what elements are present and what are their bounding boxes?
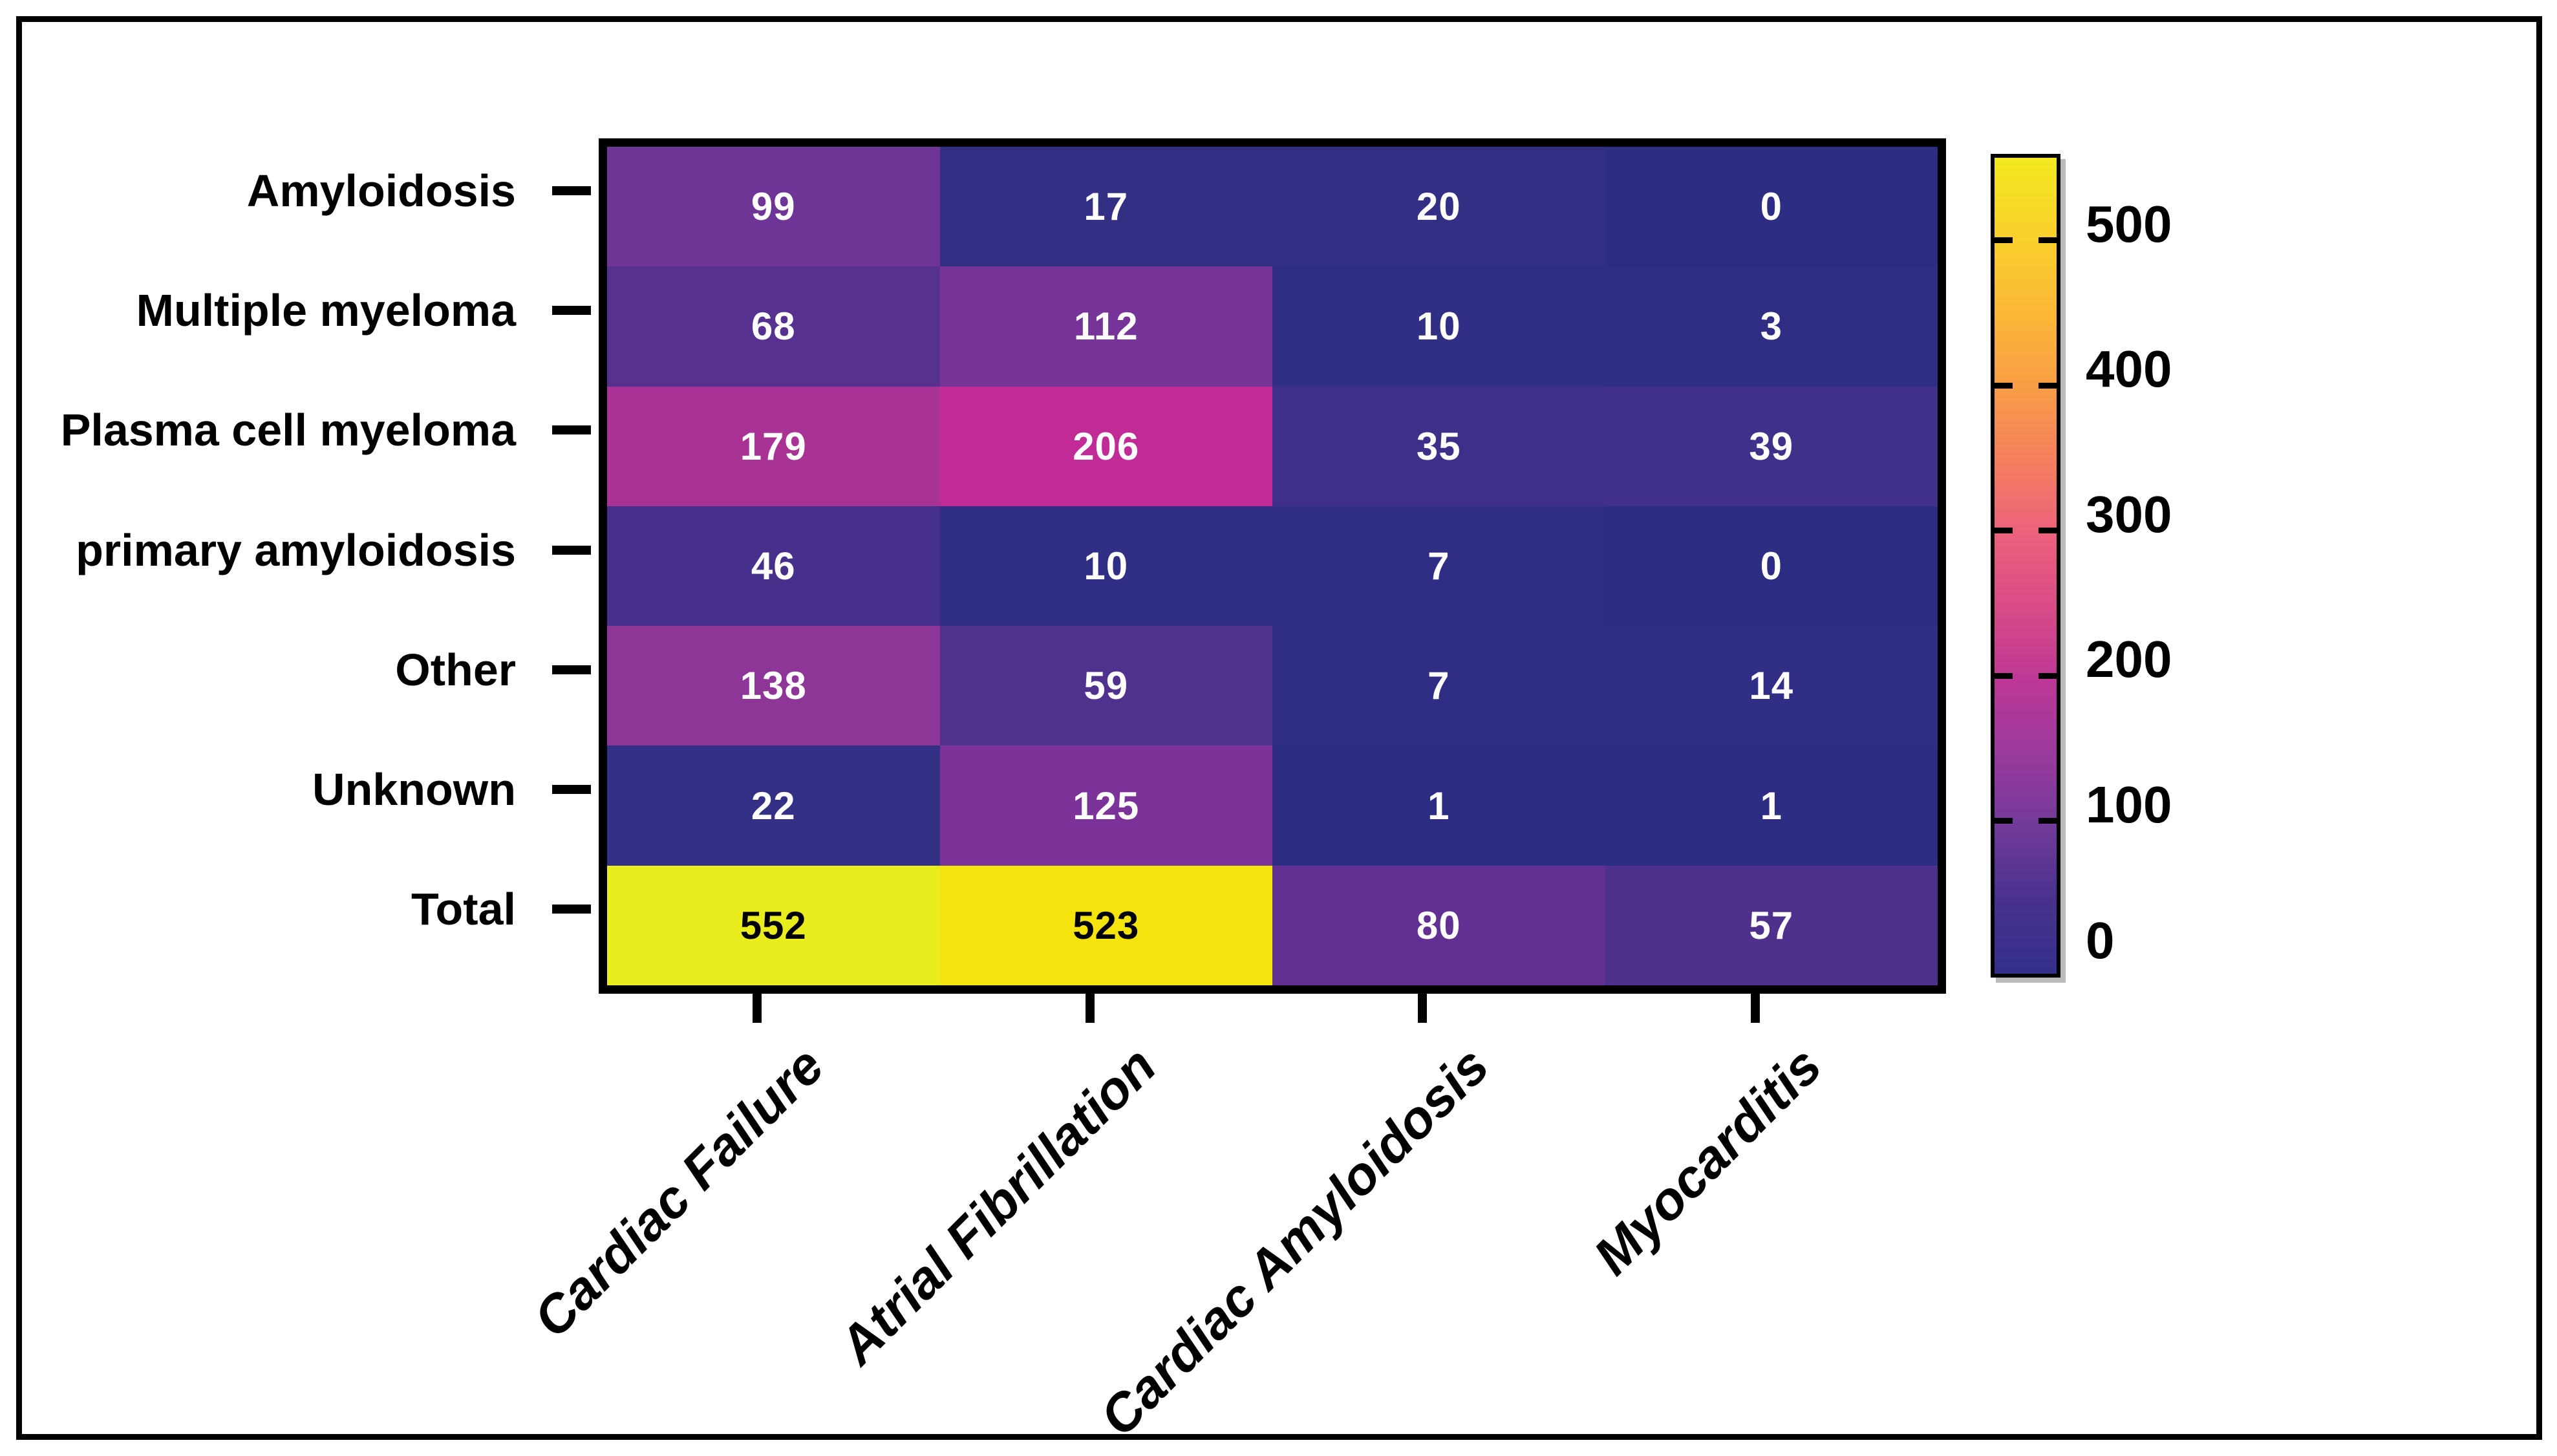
heatmap-cell: 523 [939, 865, 1272, 985]
heatmap-cell: 112 [939, 266, 1272, 387]
cell-value: 523 [1073, 903, 1140, 947]
column-axis-tick [1750, 985, 1760, 1023]
cell-value: 35 [1416, 424, 1461, 468]
heatmap-cell: 1 [1272, 745, 1605, 866]
cell-value: 59 [1084, 664, 1129, 708]
colorbar-tick [2038, 237, 2057, 244]
colorbar-tick-label: 200 [2086, 630, 2172, 689]
column-axis-tick [753, 985, 762, 1023]
heatmap-cell: 0 [1605, 147, 1938, 267]
row-label: Amyloidosis [246, 165, 516, 216]
cell-value: 22 [751, 784, 796, 828]
colorbar-tick [1995, 672, 2013, 679]
colorbar-tick [2038, 672, 2057, 679]
colorbar [1991, 154, 2060, 978]
heatmap-cell: 7 [1272, 626, 1605, 746]
colorbar-tick-label: 300 [2086, 485, 2172, 543]
heatmap-grid: 99 17 20 0 68 112 10 3 179 206 35 39 46 10 7 0 138 59 7 14 2… [607, 147, 1938, 985]
colorbar-tick [1995, 818, 2013, 824]
heatmap-cell: 57 [1605, 865, 1938, 985]
cell-value: 20 [1416, 185, 1461, 229]
row-label: Multiple myeloma [136, 284, 516, 336]
colorbar-tick [1995, 382, 2013, 389]
colorbar-tick-label: 400 [2086, 340, 2172, 398]
colorbar-tick [2038, 382, 2057, 389]
row-label: Other [395, 644, 516, 695]
heatmap-cell: 179 [607, 386, 940, 506]
row-label: Total [411, 884, 516, 935]
column-label: Myocarditis [1583, 1036, 1833, 1287]
heatmap-cell: 35 [1272, 386, 1605, 506]
cell-value: 138 [740, 664, 807, 708]
heatmap-cell: 10 [939, 506, 1272, 626]
row-label: primary amyloidosis [76, 524, 516, 575]
column-axis-tick [1418, 985, 1428, 1023]
cell-value: 112 [1073, 305, 1139, 348]
row-axis-tick [552, 305, 591, 315]
colorbar-tick-label: 0 [2086, 912, 2115, 969]
cell-value: 7 [1428, 664, 1450, 708]
colorbar-tick [2038, 528, 2057, 534]
cell-value: 1 [1760, 784, 1782, 828]
column-label: Atrial Fibrillation [828, 1036, 1168, 1376]
heatmap-cell: 14 [1605, 626, 1938, 746]
heatmap-cell: 206 [939, 386, 1272, 506]
row-label: Unknown [312, 764, 516, 815]
row-axis-tick [552, 785, 591, 795]
colorbar-tick [2038, 818, 2057, 824]
cell-value: 3 [1760, 305, 1782, 348]
heatmap-cell: 10 [1272, 266, 1605, 387]
row-axis-tick [552, 545, 591, 555]
cell-value: 0 [1760, 544, 1782, 588]
cell-value: 46 [751, 544, 796, 588]
cell-value: 206 [1073, 424, 1140, 468]
row-axis-tick [552, 425, 591, 435]
cell-value: 99 [751, 185, 796, 229]
cell-value: 57 [1749, 903, 1794, 947]
cell-value: 0 [1760, 185, 1782, 229]
cell-value: 10 [1084, 544, 1129, 588]
row-axis-tick [552, 905, 591, 914]
cell-value: 14 [1749, 664, 1794, 708]
heatmap-cell: 3 [1605, 266, 1938, 387]
colorbar-tick [1995, 237, 2013, 244]
heatmap-cell: 1 [1605, 745, 1938, 866]
heatmap-cell: 80 [1272, 865, 1605, 985]
row-axis-tick [552, 665, 591, 674]
heatmap-cell: 46 [607, 506, 940, 626]
figure-frame: Amyloidosis Multiple myeloma Plasma cell m… [16, 16, 2542, 1447]
heatmap-cell: 17 [939, 147, 1272, 267]
heatmap-cell: 99 [607, 147, 940, 267]
cell-value: 1 [1428, 784, 1450, 828]
heatmap-cell: 125 [939, 745, 1272, 866]
heatmap: 99 17 20 0 68 112 10 3 179 206 35 39 46 10 7 0 138 59 7 14 2… [599, 138, 1946, 994]
cell-value: 80 [1416, 903, 1461, 947]
heatmap-cell: 138 [607, 626, 940, 746]
row-label: Plasma cell myeloma [60, 405, 516, 456]
cell-value: 125 [1073, 784, 1140, 828]
heatmap-cell: 7 [1272, 506, 1605, 626]
cell-value: 68 [751, 305, 796, 348]
heatmap-cell: 22 [607, 745, 940, 866]
heatmap-cell: 20 [1272, 147, 1605, 267]
cell-value: 179 [740, 424, 807, 468]
cell-value: 7 [1428, 544, 1450, 588]
heatmap-cell: 68 [607, 266, 940, 387]
cell-value: 10 [1416, 305, 1461, 348]
heatmap-cell: 552 [607, 865, 940, 985]
column-label: Cardiac Failure [522, 1036, 835, 1349]
colorbar-tick [1995, 528, 2013, 534]
cell-value: 39 [1749, 424, 1794, 468]
column-axis-tick [1085, 985, 1095, 1023]
colorbar-gradient [1995, 158, 2057, 974]
heatmap-cell: 39 [1605, 386, 1938, 506]
cell-value: 552 [740, 903, 807, 947]
cell-value: 17 [1084, 185, 1129, 229]
colorbar-tick-label: 100 [2086, 775, 2172, 833]
colorbar-tick-label: 500 [2086, 195, 2172, 253]
row-axis-tick [552, 186, 591, 195]
heatmap-cell: 59 [939, 626, 1272, 746]
heatmap-cell: 0 [1605, 506, 1938, 626]
column-label: Cardiac Amyloidosis [1089, 1036, 1501, 1448]
